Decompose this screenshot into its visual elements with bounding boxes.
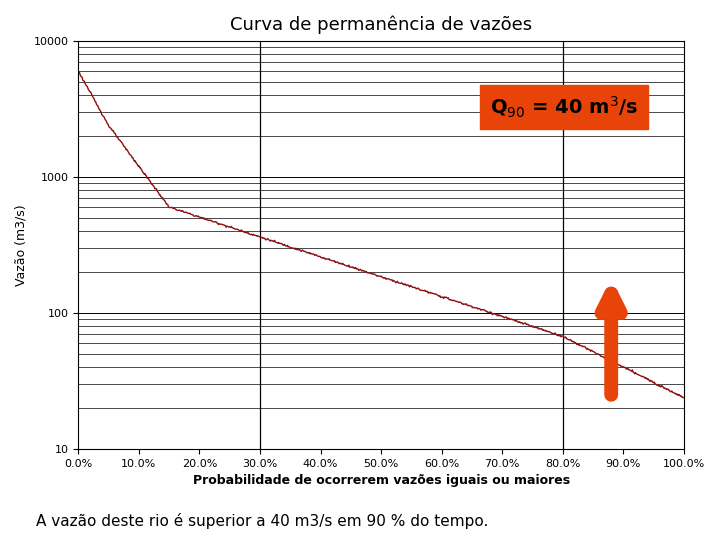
X-axis label: Probabilidade de ocorrerem vazões iguais ou maiores: Probabilidade de ocorrerem vazões iguais…	[192, 474, 570, 487]
Text: A vazão deste rio é superior a 40 m3/s em 90 % do tempo.: A vazão deste rio é superior a 40 m3/s e…	[36, 513, 488, 529]
Text: Q$_{90}$ = 40 m$^3$/s: Q$_{90}$ = 40 m$^3$/s	[490, 94, 638, 119]
Title: Curva de permanência de vazões: Curva de permanência de vazões	[230, 15, 532, 33]
Y-axis label: Vazão (m3/s): Vazão (m3/s)	[15, 204, 28, 286]
